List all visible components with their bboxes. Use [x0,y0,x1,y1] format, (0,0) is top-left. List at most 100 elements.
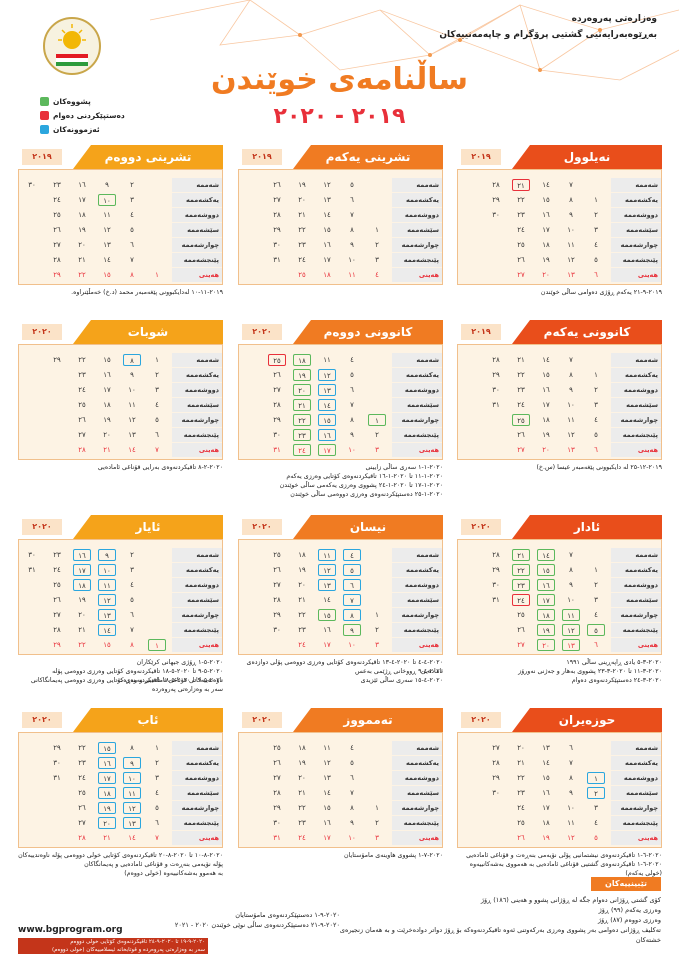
day: ٦ [350,196,354,204]
weekday: پێنجشەممە [611,816,661,830]
day: ١٤ [98,624,116,636]
day: ٤ [594,819,598,827]
day: ٢١ [298,789,306,797]
day: ٢٢ [78,271,86,279]
legend-item: ئەزموونەکان [40,124,140,136]
month-note: ٢٠٢٠-١-١٧ تا ٢٠٢٠-١-٢٤ پشووی وەرزی یەکەم… [279,482,443,489]
day: ٩ [343,624,361,636]
day: ٢٢ [517,371,525,379]
day: ٢ [130,551,134,559]
day: ٤ [155,401,159,409]
day: ١٩ [98,802,116,814]
day: ٢٠ [517,744,525,752]
day: ١٥ [537,564,555,576]
weekday: هەینی [392,268,442,282]
day: ٦ [155,819,159,827]
weekday: شەممە [172,741,222,755]
day: ١١ [128,401,136,409]
day: ٢٠ [78,241,86,249]
day: ٨ [350,226,354,234]
day: ٤ [594,416,598,424]
day: ١٤ [323,596,331,604]
day: ٢٥ [298,271,306,279]
month-note: ٢٠٢٠-٥-٩ تا ٢٠٢٠-٥-١٨ تاقیکردنەوەی کۆتای… [52,668,223,684]
day: ٢٠ [542,446,550,454]
day: ٩ [569,581,573,589]
day: ١٠ [567,401,575,409]
day: ٤ [350,744,354,752]
day: ١٨ [542,416,550,424]
day: ٢٧ [78,431,86,439]
day: ٢٦ [78,804,86,812]
weekday: چوارشەممە [392,801,442,815]
day: ٢٨ [492,759,500,767]
weekday: پێنجشەممە [611,623,661,637]
month-card: شەممە یەکشەممە دووشەممە سێشەممە چوارشەممە پێن… [18,515,223,655]
day: ٦ [569,744,573,752]
day: ٢٩ [273,416,281,424]
weekday: سێشەممە [172,223,222,237]
website: www.bgprogram.org [18,925,123,935]
day: ٣ [130,566,134,574]
weekday: سێشەممە [392,593,442,607]
weekday: سێشەممە [392,786,442,800]
day: ١٦ [73,549,91,561]
month-year: ٢٠٢٠ [242,519,282,535]
day: ١٣ [123,817,141,829]
day: ١٠ [98,194,116,206]
day: ٢٤ [53,566,61,574]
day: ١٢ [323,759,331,767]
weekday: دووشەممە [172,208,222,222]
day: ٢٦ [517,256,525,264]
day: ١٣ [567,446,575,454]
day: ١٢ [323,181,331,189]
day: ١٧ [537,594,555,606]
day: ٥ [155,804,159,812]
day: ٢ [130,181,134,189]
logo [43,17,101,75]
day: ٢٦ [517,834,525,842]
day: ٢١ [78,256,86,264]
day: ١١ [567,416,575,424]
day: ٢٣ [517,789,525,797]
month-name: شوبات [73,320,223,344]
day: ١٥ [103,641,111,649]
day: ٢٦ [53,226,61,234]
month-note: ٢٠٢٠-٥-١ ڕۆژی جیهانی کرێکاران [136,659,223,666]
weekday: پێنجشەممە [392,428,442,442]
month-body: شەممە یەکشەممە دووشەممە سێشەممە چوارشەممە پێن… [18,169,223,285]
day: ١٥ [318,414,336,426]
day: ٣١ [28,566,36,574]
day: ١٣ [542,744,550,752]
legend-swatch [40,111,49,120]
day: ١ [594,371,598,379]
day: ١١ [98,579,116,591]
weekday: پێنجشەممە [172,253,222,267]
weekday: دووشەممە [611,771,661,785]
month-note: ٢٠٢٠-٧-١ پشووی هاوینەی مامۆستایان [343,852,443,859]
day: ١٦ [542,789,550,797]
day: ٧ [350,401,354,409]
day: ٣ [594,226,598,234]
month-year: ٢٠٢٠ [242,712,282,728]
weekday: هەینی [172,268,222,282]
day: ٢٣ [53,181,61,189]
day: ١ [375,611,379,619]
weekday: پێنجشەممە [172,816,222,830]
day: ١ [594,196,598,204]
day: ٧ [350,211,354,219]
day: ١٢ [98,594,116,606]
day: ٨ [569,371,573,379]
day: ٧ [130,626,134,634]
day: ٧ [343,594,361,606]
weekday: دووشەممە [392,383,442,397]
day: ٩ [98,549,116,561]
weekday: شەممە [611,741,661,755]
day: ٦ [155,431,159,439]
day: ١٦ [323,241,331,249]
day: ٢١ [517,356,525,364]
day: ١٤ [323,211,331,219]
day: ٢٦ [273,181,281,189]
month-year: ٢٠١٩ [461,324,501,340]
day: ٣٠ [492,789,500,797]
